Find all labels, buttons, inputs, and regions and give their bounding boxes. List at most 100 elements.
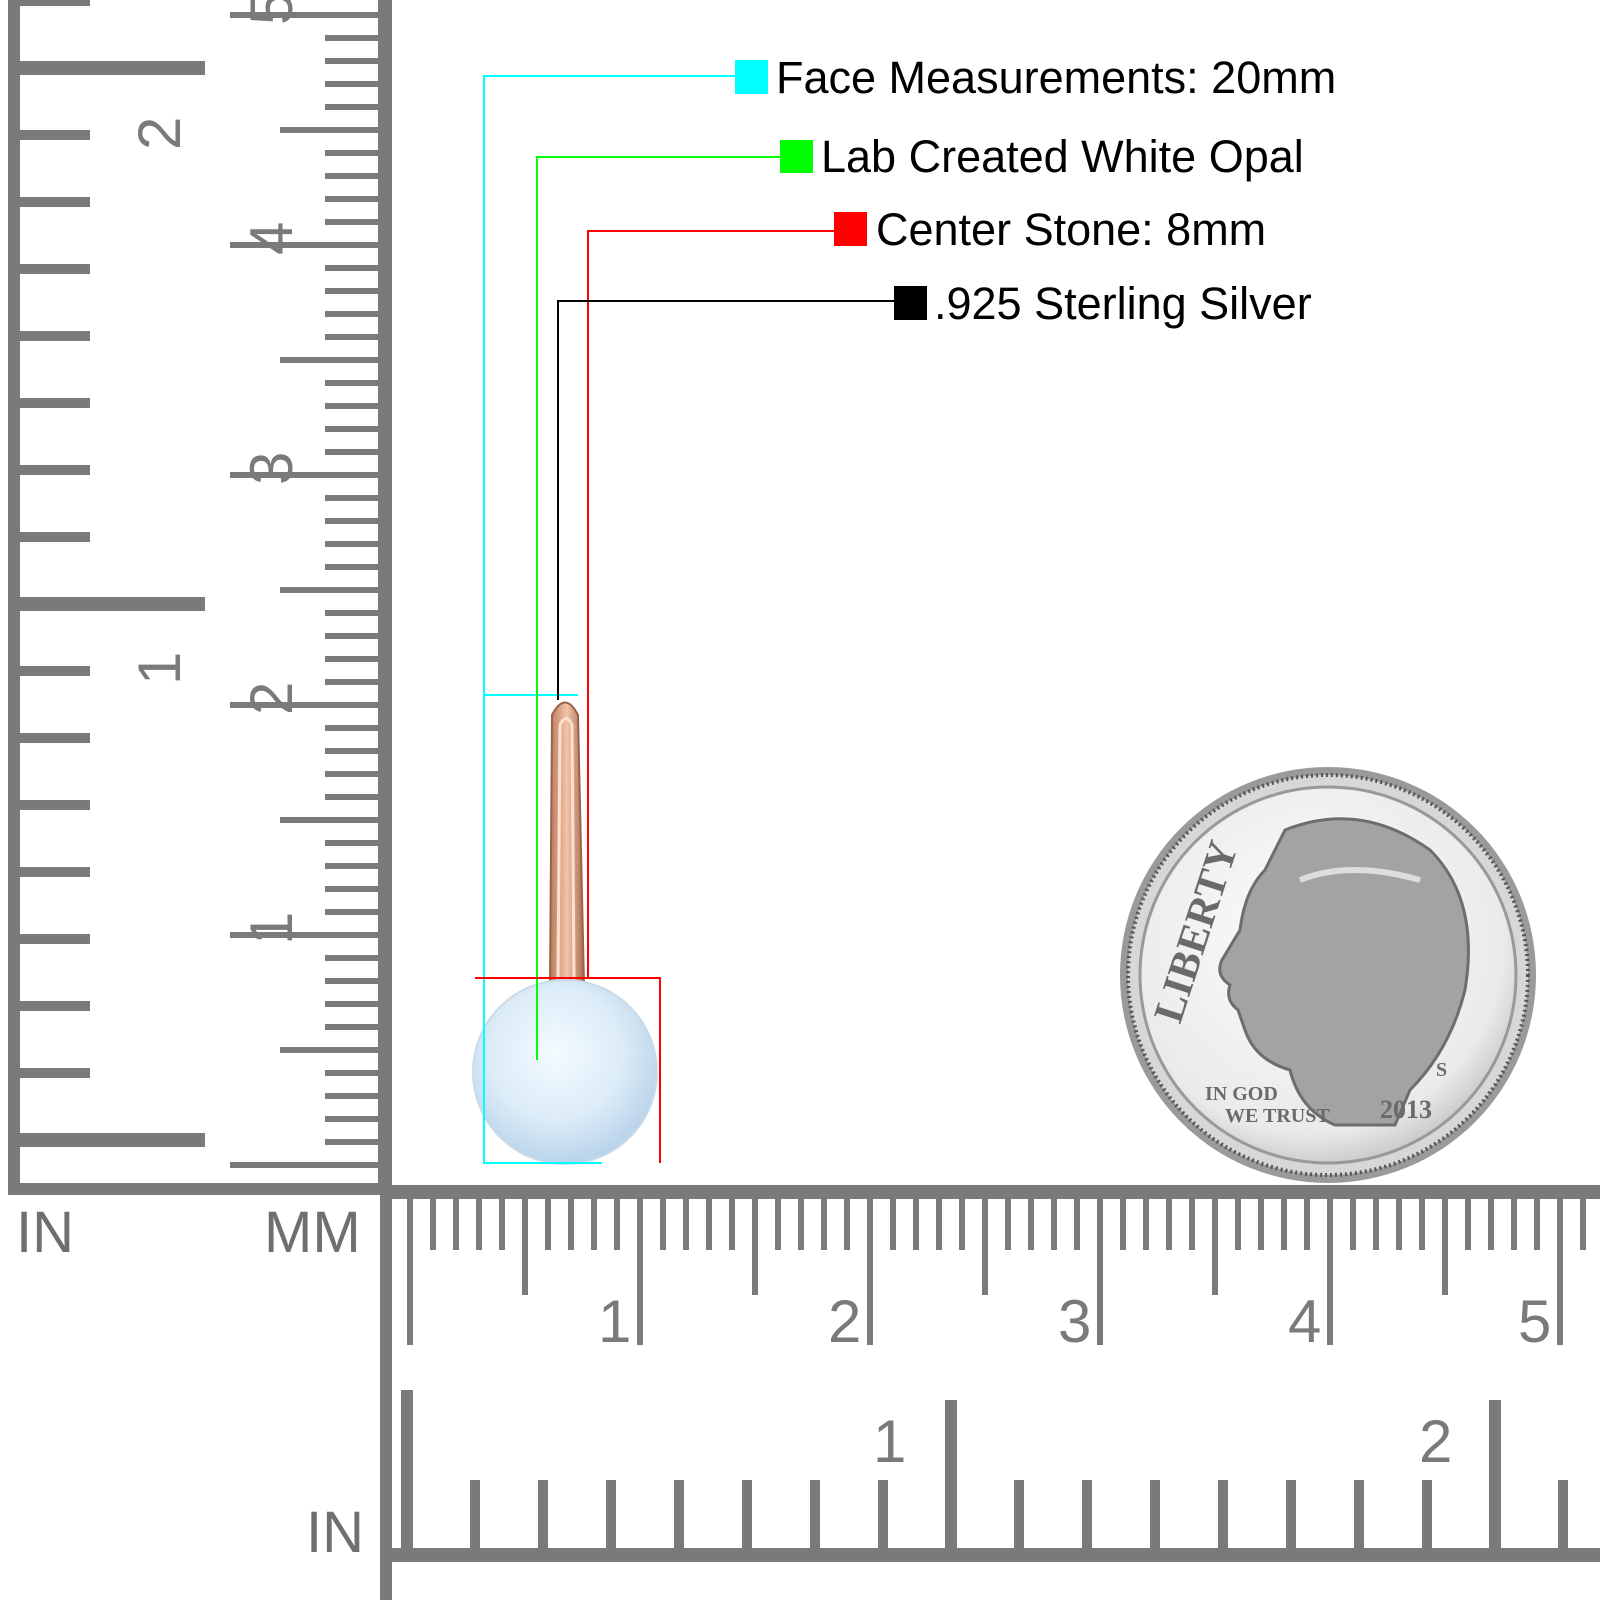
vertical-cm-number: 1 <box>238 912 305 945</box>
vertical-mm-tick <box>280 587 380 593</box>
vertical-inch-tick <box>20 61 205 75</box>
horizontal-cm-number: 2 <box>828 1288 861 1355</box>
horizontal-mm-tick <box>1005 1195 1011 1250</box>
vertical-mm-tick <box>325 1116 380 1122</box>
vertical-mm-tick <box>325 219 380 225</box>
vertical-mm-tick <box>325 978 380 984</box>
horizontal-mm-tick <box>867 1195 873 1345</box>
silver-swatch <box>894 286 927 320</box>
horizontal-inch-tick <box>674 1480 684 1550</box>
horizontal-mm-tick <box>1488 1195 1494 1250</box>
vertical-inch-tick <box>20 398 90 408</box>
vertical-mm-tick <box>325 794 380 800</box>
horizontal-mm-tick <box>1258 1195 1264 1250</box>
horizontal-mm-tick <box>637 1195 643 1345</box>
vertical-inch-number: 2 <box>126 117 193 150</box>
vertical-mm-tick <box>325 1001 380 1007</box>
center-stone-swatch <box>834 212 867 246</box>
horizontal-mm-tick <box>1074 1195 1080 1250</box>
vertical-inch-tick <box>20 733 90 743</box>
vertical-mm-tick <box>325 449 380 455</box>
horizontal-inch-tick <box>606 1480 616 1550</box>
horizontal-mm-tick <box>752 1195 758 1295</box>
horizontal-mm-tick <box>430 1195 436 1250</box>
horizontal-inch-tick <box>1489 1400 1501 1550</box>
vertical-mm-tick <box>325 288 380 294</box>
vertical-mm-tick <box>325 150 380 156</box>
coin-motto-1: IN GOD <box>1205 1083 1278 1105</box>
dime-coin: LIBERTY IN GOD WE TRUST 2013 S <box>1120 767 1536 1183</box>
vertical-ruler-right-edge <box>378 0 392 1195</box>
horizontal-mm-tick <box>913 1195 919 1250</box>
horizontal-inch-tick <box>401 1390 413 1550</box>
vertical-mm-tick <box>325 725 380 731</box>
horizontal-ruler-left-edge <box>380 1185 392 1600</box>
horizontal-inch-tick <box>945 1400 957 1550</box>
horizontal-mm-tick <box>1235 1195 1241 1250</box>
horizontal-inch-number: 2 <box>1419 1408 1452 1475</box>
horizontal-mm-tick <box>1511 1195 1517 1250</box>
vertical-mm-tick <box>325 334 380 340</box>
face-measurement-line <box>483 75 735 1164</box>
opal-line <box>536 156 780 1060</box>
horizontal-inch-tick <box>1218 1480 1228 1550</box>
horizontal-mm-tick <box>798 1195 804 1250</box>
horizontal-mm-tick <box>522 1195 528 1295</box>
horizontal-mm-tick <box>568 1195 574 1250</box>
face-measurement-swatch <box>735 60 768 94</box>
horizontal-mm-tick <box>591 1195 597 1250</box>
vertical-mm-tick <box>325 265 380 271</box>
horizontal-inch-tick <box>1422 1480 1432 1550</box>
vertical-inch-number: 1 <box>126 652 193 685</box>
vertical-mm-tick <box>325 840 380 846</box>
horizontal-mm-tick <box>499 1195 505 1250</box>
horizontal-inch-tick <box>810 1480 820 1550</box>
horizontal-inch-tick <box>878 1480 888 1550</box>
vertical-mm-tick <box>230 702 380 708</box>
horizontal-mm-tick <box>1166 1195 1172 1250</box>
horizontal-inch-tick <box>1354 1480 1364 1550</box>
vertical-inch-tick <box>20 666 90 676</box>
horizontal-mm-tick <box>936 1195 942 1250</box>
coin-motto-2: WE TRUST <box>1225 1105 1330 1127</box>
vertical-mm-tick <box>325 610 380 616</box>
opal-label: Lab Created White Opal <box>821 131 1304 182</box>
vertical-mm-tick <box>325 656 380 662</box>
horizontal-mm-tick <box>453 1195 459 1250</box>
horizontal-inch-tick <box>1150 1480 1160 1550</box>
vertical-mm-tick <box>230 932 380 938</box>
vertical-mm-tick <box>325 1093 380 1099</box>
vertical-mm-tick <box>325 1024 380 1030</box>
horizontal-inch-number: 1 <box>873 1408 906 1475</box>
vertical-mm-tick <box>325 104 380 110</box>
horizontal-mm-tick <box>1120 1195 1126 1250</box>
horizontal-inch-tick <box>1286 1480 1296 1550</box>
vertical-inch-tick <box>20 130 90 140</box>
vertical-mm-unit-label: MM <box>264 1200 361 1265</box>
horizontal-mm-tick <box>1051 1195 1057 1250</box>
horizontal-cm-number: 3 <box>1058 1288 1091 1355</box>
vertical-mm-tick <box>325 518 380 524</box>
vertical-inch-tick <box>20 1068 90 1078</box>
vertical-cm-number: 2 <box>238 682 305 715</box>
vertical-inch-tick <box>20 800 90 810</box>
coin-year: 2013 <box>1380 1095 1432 1124</box>
face-measurement-label: Face Measurements: 20mm <box>776 52 1336 103</box>
vertical-inch-tick <box>20 1001 90 1011</box>
vertical-mm-tick <box>230 472 380 478</box>
horizontal-mm-tick <box>821 1195 827 1250</box>
horizontal-cm-number: 1 <box>598 1288 631 1355</box>
vertical-mm-tick <box>280 127 380 133</box>
opal-stone <box>472 979 658 1165</box>
vertical-inch-tick <box>20 197 90 207</box>
center-stone-line <box>475 230 834 1163</box>
horizontal-mm-tick <box>1419 1195 1425 1250</box>
silver-label: .925 Sterling Silver <box>934 278 1312 329</box>
horizontal-inch-tick <box>742 1480 752 1550</box>
vertical-inch-tick <box>20 465 90 475</box>
horizontal-mm-tick <box>1350 1195 1356 1250</box>
vertical-inch-tick <box>20 867 90 877</box>
horizontal-mm-tick <box>1442 1195 1448 1295</box>
horizontal-mm-tick <box>1143 1195 1149 1250</box>
